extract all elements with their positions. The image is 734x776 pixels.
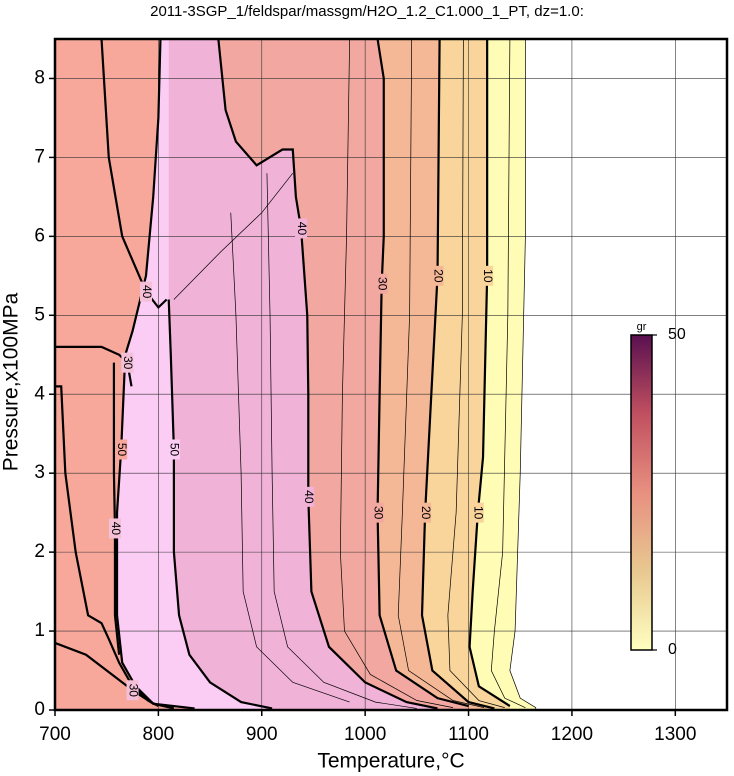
y-axis-label: Pressure,x100MPa	[0, 292, 23, 471]
contour-label: 20	[431, 269, 445, 283]
colorbar-label: gr	[637, 321, 647, 333]
y-tick-label: 1	[34, 620, 45, 641]
contour-label-bg	[471, 502, 484, 523]
contour-label-bg	[108, 518, 121, 539]
contour-line	[266, 173, 417, 709]
contour-labels: 10 10 20 20 30 30 40 40 50 50 40 40 30 30	[108, 218, 495, 701]
axes: 700 800 900 1000 1100 1200 1300 0 1 2 3 4 5 6 7 8	[34, 67, 696, 745]
contour-label: 30	[126, 684, 140, 698]
contour-label-bg	[139, 281, 152, 302]
x-tick-label: 1200	[551, 724, 593, 745]
contour-label: 40	[302, 490, 316, 504]
contour-line	[397, 39, 485, 708]
x-tick-label: 1000	[344, 724, 386, 745]
contour-label: 30	[371, 506, 385, 520]
contour-line	[339, 39, 454, 708]
contour-label-bg	[431, 265, 444, 286]
colorbar-tick-label: 0	[668, 641, 677, 658]
y-tick-label: 5	[34, 304, 45, 325]
x-tick-label: 700	[39, 724, 71, 745]
contour-label: 20	[419, 506, 433, 520]
contour-label-bg	[371, 502, 384, 523]
contour-line	[217, 39, 438, 710]
y-tick-label: 0	[34, 699, 45, 720]
contour-line	[55, 641, 175, 710]
contour-label-bg	[295, 218, 308, 239]
colorbar: 0 50 gr	[630, 321, 686, 658]
contour-label: 50	[168, 443, 182, 457]
x-tick-label: 1300	[654, 724, 696, 745]
fills	[55, 39, 536, 710]
contour-label: 40	[140, 285, 154, 299]
contour-fill	[55, 39, 195, 710]
contour-label-bg	[481, 265, 494, 286]
contour-label-bg	[375, 273, 388, 294]
y-tick-label: 6	[34, 225, 45, 246]
contour-line	[173, 172, 294, 300]
contour-label-bg	[419, 502, 432, 523]
contour-line	[167, 299, 273, 710]
contour-line	[420, 39, 495, 710]
x-axis-label: Temperature,°C	[317, 750, 464, 773]
x-tick-label: 800	[143, 724, 175, 745]
x-tick-label: 900	[246, 724, 278, 745]
contour-label: 10	[472, 506, 486, 520]
contour-label: 40	[295, 222, 309, 236]
contour-label-bg	[167, 439, 180, 460]
contour-label: 50	[115, 443, 129, 457]
contour-label: 30	[121, 356, 135, 370]
chart-title: 2011-3SGP_1/feldspar/massgm/H2O_1.2_C1.0…	[150, 3, 584, 20]
contour-label: 30	[376, 277, 390, 291]
contour-line	[230, 212, 350, 703]
contour-label: 40	[109, 522, 123, 536]
y-tick-label: 2	[34, 541, 45, 562]
contour-label: 10	[481, 269, 495, 283]
y-tick-label: 8	[34, 67, 45, 88]
y-tick-label: 3	[34, 462, 45, 483]
contour-line	[509, 39, 537, 710]
contour-line	[100, 39, 168, 310]
contour-label-bg	[302, 486, 315, 507]
y-tick-label: 7	[34, 146, 45, 167]
contour-line	[490, 39, 526, 708]
contour-label-bg	[126, 680, 139, 701]
contour-line	[468, 39, 511, 707]
plot-frame	[53, 37, 729, 712]
x-tick-label: 1100	[448, 724, 489, 745]
contour-label-bg	[121, 352, 134, 373]
contour-line	[447, 39, 505, 708]
colorbar-tick-label: 50	[668, 326, 686, 343]
y-tick-label: 4	[34, 383, 45, 404]
colorbar-scale	[630, 334, 653, 651]
contour-line	[376, 39, 469, 708]
contour-label-bg	[115, 439, 128, 460]
